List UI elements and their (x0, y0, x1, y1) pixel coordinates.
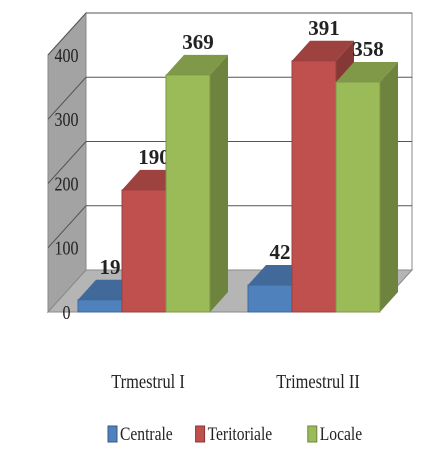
bar-side (210, 54, 228, 312)
x-category-label: Trimestrul II (276, 371, 360, 393)
bar-top (336, 61, 398, 82)
bar-centrale (247, 284, 293, 313)
legend-label: Locale (320, 424, 363, 445)
x-category-label: Trmestrul I (111, 371, 185, 393)
y-tick-label: 0 (62, 301, 70, 323)
y-tick-label: 400 (54, 44, 78, 66)
gridline (47, 12, 412, 56)
legend-swatch (195, 425, 206, 443)
bar-teritoriale (291, 60, 337, 313)
data-label: 369 (182, 30, 214, 54)
legend-label: Teritoriale (208, 424, 273, 445)
bar-top (292, 40, 354, 61)
legend-swatch (107, 425, 118, 443)
bar-locale (335, 81, 381, 313)
y-tick-label: 100 (54, 237, 78, 259)
bar-top (166, 54, 228, 75)
y-tick-label: 300 (54, 109, 78, 131)
data-label: 358 (352, 37, 384, 61)
legend-label: Centrale (120, 424, 173, 445)
data-label: 391 (308, 16, 340, 40)
data-label: 190 (138, 145, 170, 169)
data-label: 42 (270, 240, 291, 264)
data-label: 19 (100, 255, 121, 279)
y-tick-label: 200 (54, 173, 78, 195)
bar-locale (165, 74, 211, 313)
bar-side (380, 61, 398, 312)
bar-teritoriale (121, 189, 167, 313)
bar-centrale (77, 299, 123, 313)
legend-swatch (307, 425, 318, 443)
